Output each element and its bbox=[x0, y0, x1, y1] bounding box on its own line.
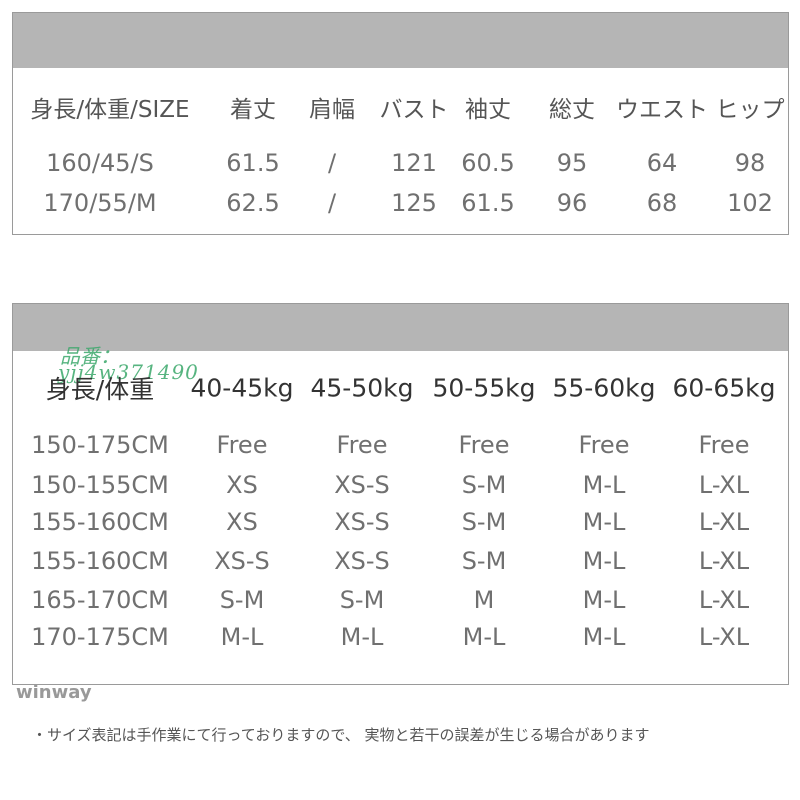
table-cell: S-M bbox=[219, 586, 265, 614]
table-cell: 96 bbox=[556, 189, 588, 217]
table-cell: 121 bbox=[391, 149, 437, 177]
table-cell: 170/55/M bbox=[43, 189, 157, 217]
table-cell: 98 bbox=[734, 149, 766, 177]
table-cell: M-L bbox=[220, 623, 264, 651]
table-cell: XS-S bbox=[334, 508, 390, 536]
table-cell: XS-S bbox=[334, 471, 390, 499]
table-cell: 95 bbox=[556, 149, 588, 177]
table-cell: S-M bbox=[461, 508, 507, 536]
table-cell: Free bbox=[216, 431, 268, 459]
table-cell: M-L bbox=[582, 623, 626, 651]
table-cell: M-L bbox=[340, 623, 384, 651]
table-cell: XS bbox=[226, 471, 258, 499]
table-cell: 62.5 bbox=[226, 189, 280, 217]
column-header: 着丈 bbox=[230, 97, 276, 123]
table-cell: XS-S bbox=[334, 547, 390, 575]
table-cell: 61.5 bbox=[226, 149, 280, 177]
column-header: 身長/体重/SIZE bbox=[30, 97, 190, 123]
table-cell: XS-S bbox=[214, 547, 270, 575]
disclaimer-note: ・サイズ表記は手作業にて行っておりますので、 実物と若干の誤差が生じる場合があり… bbox=[32, 726, 650, 744]
table-cell: L-XL bbox=[698, 547, 750, 575]
table-header-bar bbox=[13, 13, 788, 68]
column-header: 身長/体重 bbox=[45, 375, 155, 404]
column-header: 55-60kg bbox=[552, 373, 656, 403]
table-cell: Free bbox=[336, 431, 388, 459]
table-cell: Free bbox=[698, 431, 750, 459]
table-cell: XS bbox=[226, 508, 258, 536]
table-cell: L-XL bbox=[698, 471, 750, 499]
size-table-1 bbox=[12, 12, 789, 235]
table-cell: S-M bbox=[461, 547, 507, 575]
table-cell: Free bbox=[578, 431, 630, 459]
table-cell: 150-155CM bbox=[31, 471, 169, 499]
table-cell: 64 bbox=[646, 149, 678, 177]
table-cell: 170-175CM bbox=[31, 623, 169, 651]
size-table-2 bbox=[12, 303, 789, 685]
column-header: 袖丈 bbox=[465, 97, 511, 123]
table-cell: 60.5 bbox=[461, 149, 515, 177]
table-cell: M-L bbox=[582, 471, 626, 499]
table-cell: 102 bbox=[727, 189, 773, 217]
table-cell: L-XL bbox=[698, 508, 750, 536]
table-cell: M-L bbox=[582, 508, 626, 536]
table-cell: M bbox=[473, 586, 495, 614]
column-header: 総丈 bbox=[549, 97, 595, 123]
table-cell: S-M bbox=[461, 471, 507, 499]
column-header: 肩幅 bbox=[309, 97, 355, 123]
table-cell: S-M bbox=[339, 586, 385, 614]
table-cell: / bbox=[327, 189, 337, 217]
column-header: ヒップ bbox=[715, 97, 785, 123]
brand-logo: winway bbox=[16, 682, 92, 703]
table-cell: M-L bbox=[462, 623, 506, 651]
column-header: 45-50kg bbox=[310, 373, 414, 403]
table-cell: L-XL bbox=[698, 586, 750, 614]
table-cell: 61.5 bbox=[461, 189, 515, 217]
table-cell: M-L bbox=[582, 547, 626, 575]
table-cell: 160/45/S bbox=[46, 149, 154, 177]
table-cell: 125 bbox=[391, 189, 437, 217]
table-cell: 68 bbox=[646, 189, 678, 217]
column-header: 40-45kg bbox=[190, 373, 294, 403]
table-cell: L-XL bbox=[698, 623, 750, 651]
table-cell: 165-170CM bbox=[31, 586, 169, 614]
table-cell: M-L bbox=[582, 586, 626, 614]
table-cell: Free bbox=[458, 431, 510, 459]
watermark-code: yjj4w371490 bbox=[58, 360, 199, 384]
watermark-label: 品番： bbox=[60, 344, 120, 368]
column-header: バスト bbox=[379, 97, 449, 123]
table-cell: 150-175CM bbox=[31, 431, 169, 459]
column-header: 60-65kg bbox=[672, 373, 776, 403]
table-header-bar bbox=[13, 304, 788, 351]
table-cell: 155-160CM bbox=[31, 547, 169, 575]
table-cell: 155-160CM bbox=[31, 508, 169, 536]
table-cell: / bbox=[327, 149, 337, 177]
column-header: ウエスト bbox=[616, 97, 708, 123]
column-header: 50-55kg bbox=[432, 373, 536, 403]
